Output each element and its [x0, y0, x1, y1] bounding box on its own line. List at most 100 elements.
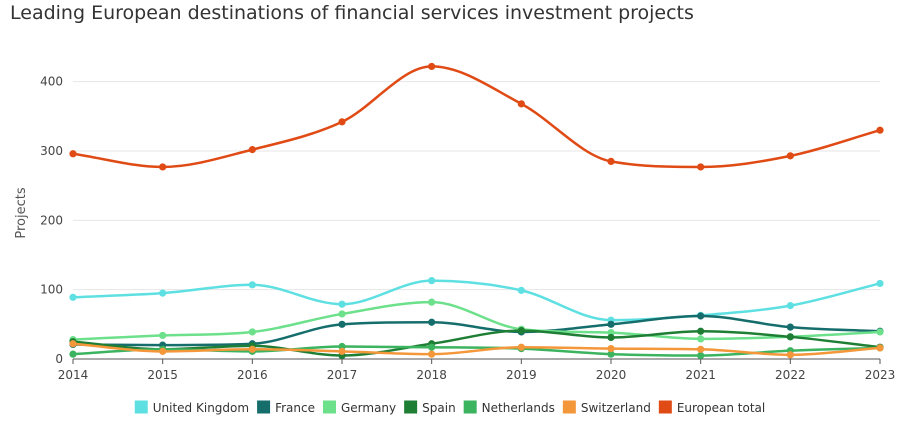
data-point-switzerland: [159, 347, 167, 355]
legend-item-netherlands: Netherlands: [463, 400, 555, 415]
series-layer: [69, 62, 884, 360]
data-point-european-total: [786, 152, 794, 160]
legend-label: Switzerland: [581, 401, 651, 415]
legend-label: European total: [677, 401, 765, 415]
x-tick-label: 2019: [506, 368, 537, 382]
y-tick-label: 100: [40, 283, 63, 297]
data-point-european-total: [517, 100, 525, 108]
legend-swatch: [562, 400, 576, 414]
data-point-united-kingdom: [428, 277, 436, 285]
data-point-germany: [697, 335, 705, 343]
data-point-switzerland: [428, 350, 436, 358]
data-point-spain: [786, 333, 794, 341]
series-line-switzerland: [72, 342, 881, 357]
data-point-switzerland: [786, 351, 794, 359]
legend-label: Spain: [422, 401, 456, 415]
x-tick-label: 2018: [416, 368, 447, 382]
data-point-switzerland: [876, 344, 884, 352]
series-switzerland: [69, 340, 884, 359]
data-point-switzerland: [697, 345, 705, 353]
data-point-spain: [517, 326, 525, 335]
legend-swatch: [658, 400, 672, 414]
data-point-united-kingdom: [69, 293, 77, 301]
series-european-total: [69, 62, 884, 171]
data-point-switzerland: [69, 340, 77, 348]
data-point-france: [428, 318, 436, 326]
legend-swatch: [322, 400, 336, 414]
legend-item-germany: Germany: [322, 400, 396, 415]
series-line-france: [72, 314, 881, 347]
data-point-switzerland: [248, 345, 256, 353]
data-point-switzerland: [517, 343, 525, 351]
data-point-united-kingdom: [248, 281, 256, 289]
y-tick-label: 200: [40, 213, 63, 227]
legend: United Kingdom France Germany Spain Netherla…: [134, 400, 765, 415]
series-line-european-total: [72, 65, 881, 169]
legend-swatch: [134, 400, 148, 414]
data-point-spain: [697, 327, 705, 335]
data-point-germany: [159, 331, 167, 340]
y-axis-label: Projects: [14, 187, 29, 238]
legend-swatch: [404, 400, 418, 414]
data-point-united-kingdom: [517, 286, 525, 294]
data-point-european-total: [607, 157, 615, 165]
x-tick-label: 2014: [58, 368, 89, 382]
data-point-france: [786, 323, 794, 331]
data-point-netherlands: [697, 351, 705, 360]
data-point-spain: [607, 333, 615, 342]
legend-label: Germany: [341, 401, 396, 415]
y-tick-label: 400: [40, 75, 63, 89]
legend-item-france: France: [257, 400, 315, 415]
data-point-germany: [338, 310, 346, 318]
series-line-germany: [72, 300, 881, 341]
data-point-united-kingdom: [876, 279, 884, 288]
legend-item-united-kingdom: United Kingdom: [134, 400, 249, 415]
y-tick-label: 0: [55, 352, 63, 366]
series-line-united-kingdom: [72, 279, 881, 322]
x-tick-label: 2022: [775, 368, 806, 382]
legend-item-switzerland: Switzerland: [562, 400, 651, 415]
data-point-switzerland: [338, 347, 346, 355]
grid-layer: [73, 81, 880, 291]
series-line-spain: [72, 329, 881, 357]
data-point-european-total: [159, 163, 167, 171]
legend-label: Netherlands: [482, 401, 555, 415]
legend-label: France: [275, 401, 315, 415]
data-point-germany: [876, 328, 884, 336]
data-point-european-total: [248, 146, 256, 154]
axis-layer: 0 100 200 300 400 2014 2015 2016 2017 2018 2019 202…: [14, 75, 895, 382]
data-point-germany: [428, 298, 436, 306]
data-point-european-total: [428, 62, 436, 71]
x-tick-label: 2016: [237, 368, 268, 382]
legend-swatch: [257, 400, 271, 414]
data-point-germany: [248, 328, 256, 336]
data-point-france: [607, 320, 615, 328]
data-point-european-total: [876, 126, 884, 134]
x-tick-label: 2020: [596, 368, 627, 382]
data-point-france: [697, 312, 705, 320]
x-tick-label: 2017: [327, 368, 358, 382]
data-point-netherlands: [428, 343, 436, 351]
chart-title: Leading European destinations of financi…: [10, 2, 694, 24]
legend-item-european-total: European total: [658, 400, 765, 415]
data-point-european-total: [697, 163, 705, 171]
x-tick-label: 2023: [865, 368, 896, 382]
legend-item-spain: Spain: [404, 400, 456, 415]
data-point-france: [338, 320, 346, 328]
data-point-european-total: [69, 150, 77, 158]
series-france: [69, 312, 884, 349]
series-united-kingdom: [69, 277, 884, 324]
data-point-netherlands: [607, 350, 615, 358]
data-point-united-kingdom: [159, 289, 167, 297]
legend-label: United Kingdom: [153, 401, 249, 415]
x-tick-label: 2015: [147, 368, 178, 382]
data-point-switzerland: [607, 345, 615, 353]
data-point-netherlands: [69, 350, 77, 358]
y-tick-label: 300: [40, 144, 63, 158]
data-point-united-kingdom: [786, 302, 794, 310]
data-point-united-kingdom: [338, 300, 346, 308]
legend-swatch: [463, 400, 477, 414]
data-point-european-total: [338, 118, 346, 126]
